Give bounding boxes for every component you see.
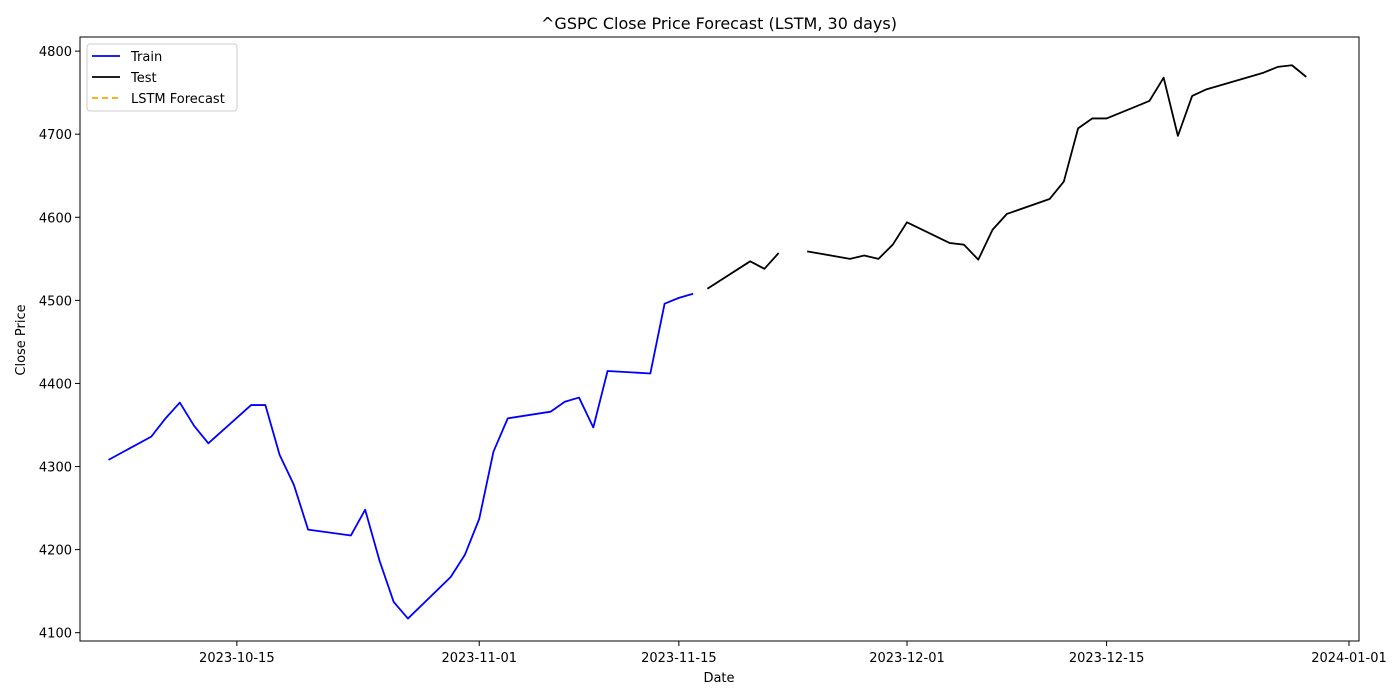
x-tick-label: 2024-01-01 — [1311, 651, 1387, 666]
plot-frame — [79, 36, 1360, 642]
legend-label: Train — [130, 50, 162, 65]
chart-title: ^GSPC Close Price Forecast (LSTM, 30 day… — [541, 14, 897, 33]
x-axis: 2023-10-15 2023-11-01 2023-11-15 2023-12-01… — [199, 641, 1387, 666]
series-line-test — [706, 252, 780, 290]
series-line-train — [108, 292, 694, 620]
legend-label: Test — [130, 71, 157, 86]
x-tick-label: 2023-12-15 — [1069, 651, 1145, 666]
x-tick-label: 2023-11-15 — [641, 651, 717, 666]
legend: Train Test LSTM Forecast — [86, 43, 238, 112]
legend-label: LSTM Forecast — [131, 92, 225, 107]
plot-area — [108, 64, 1307, 620]
y-tick-label: 4400 — [39, 377, 72, 392]
x-tick-label: 2023-10-15 — [199, 651, 275, 666]
x-tick-label: 2023-12-01 — [869, 651, 945, 666]
series-line-test — [807, 64, 1307, 261]
y-tick-label: 4700 — [39, 128, 72, 143]
y-axis-label: Close Price — [14, 304, 29, 375]
y-tick-label: 4800 — [39, 45, 72, 60]
y-axis: 4100 4200 4300 4400 4500 4600 4700 4800 — [39, 45, 80, 642]
y-tick-label: 4100 — [39, 627, 72, 642]
x-axis-label: Date — [703, 671, 734, 686]
x-tick-label: 2023-11-01 — [441, 651, 517, 666]
y-tick-label: 4300 — [39, 461, 72, 476]
legend-box — [86, 43, 238, 112]
y-tick-label: 4200 — [39, 544, 72, 559]
y-tick-label: 4600 — [39, 211, 72, 226]
y-tick-label: 4500 — [39, 294, 72, 309]
